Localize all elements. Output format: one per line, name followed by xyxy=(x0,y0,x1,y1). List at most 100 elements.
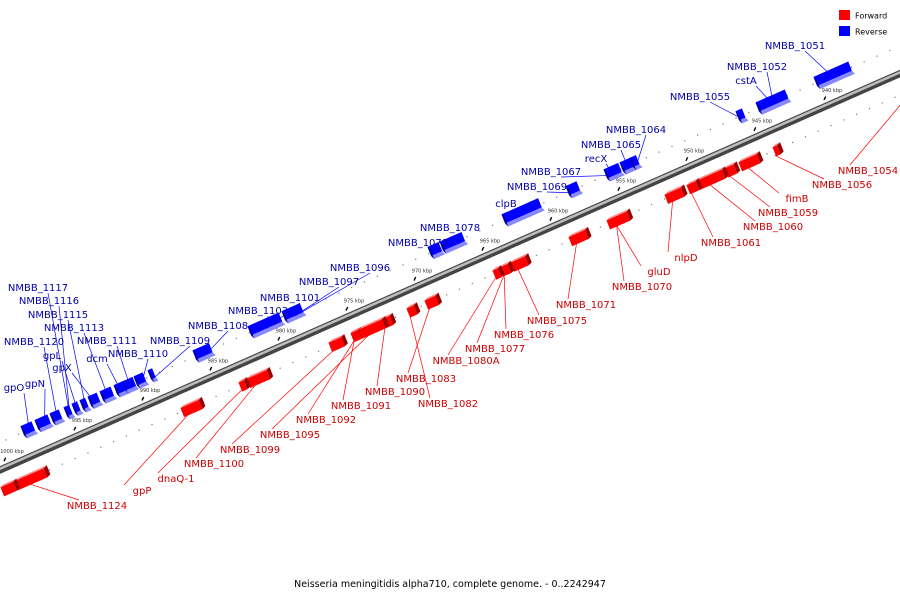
forward-gene-22-body xyxy=(14,468,48,491)
reverse-gene-15 xyxy=(133,372,150,389)
track-dot xyxy=(817,130,819,132)
reverse-gene-label: NMBB_1069 xyxy=(507,182,567,193)
reverse-gene-7-bevel xyxy=(569,190,584,199)
forward-gene-17-end xyxy=(382,316,389,329)
track-dot xyxy=(856,113,858,115)
forward-gene-4-bevel xyxy=(724,161,737,169)
track-dot xyxy=(804,136,807,138)
reverse-gene-9-body xyxy=(439,231,466,251)
track-dot xyxy=(317,350,320,352)
tick-mark xyxy=(345,306,349,311)
forward-leader-line xyxy=(709,183,756,222)
forward-gene-5-bevel xyxy=(696,166,726,181)
gene-labels: NMBB_1051 NMBB_1052 cstA NMBB_1055 NMBB_1064… xyxy=(4,41,898,512)
track-dot xyxy=(228,390,230,392)
forward-gene-21 xyxy=(180,396,206,418)
reverse-gene-8-body xyxy=(501,198,542,224)
track-dot xyxy=(440,247,442,249)
forward-gene-label: NMBB_1100 xyxy=(184,459,244,470)
reverse-gene-25-bevel xyxy=(24,430,39,439)
tick-label: 955 kbp xyxy=(616,179,636,185)
forward-gene-15-end xyxy=(389,312,397,326)
forward-leader-line xyxy=(407,307,431,374)
forward-gene-21-body xyxy=(180,399,203,418)
reverse-gene-20 xyxy=(79,397,92,413)
reverse-gene-13 xyxy=(192,343,216,363)
forward-gene-label: NMBB_1071 xyxy=(556,300,616,311)
reverse-gene-18 xyxy=(99,386,118,404)
forward-gene-16-bevel xyxy=(350,326,361,334)
reverse-gene-21-end xyxy=(71,403,79,416)
forward-gene-label: gluD xyxy=(647,267,670,278)
forward-gene-22 xyxy=(14,465,51,491)
reverse-gene-23-bevel xyxy=(53,418,66,426)
forward-gene-10-bevel xyxy=(510,253,529,263)
track-dot xyxy=(112,440,115,443)
forward-leader-line xyxy=(28,483,80,501)
reverse-gene-label: NMBB_1117 xyxy=(8,283,68,294)
forward-gene-20-body xyxy=(238,380,248,392)
forward-gene-6-bevel xyxy=(686,178,699,186)
reverse-gene-12-end xyxy=(247,326,255,339)
forward-gene-8-body xyxy=(606,211,631,230)
forward-gene-9-bevel xyxy=(568,226,588,238)
track-dot xyxy=(863,61,865,63)
reverse-gene-8-bevel xyxy=(505,207,545,227)
track-dot xyxy=(235,337,237,339)
forward-leader-line xyxy=(728,175,771,208)
forward-gene-label: NMBB_1060 xyxy=(743,222,803,233)
tick-label: 975 kbp xyxy=(344,298,364,304)
forward-leader-line xyxy=(616,225,625,282)
forward-gene-label: fimB xyxy=(786,194,809,205)
reverse-gene-4-body xyxy=(603,162,622,179)
track-dot xyxy=(735,117,737,119)
track-dot xyxy=(48,469,51,471)
track-dot xyxy=(427,253,430,255)
reverse-gene-9-bevel xyxy=(443,241,469,254)
reverse-gene-label: NMBB_1097 xyxy=(299,277,359,288)
track-dot xyxy=(581,185,583,187)
track-dot xyxy=(876,55,878,57)
forward-leader-line xyxy=(409,315,431,399)
track-dot xyxy=(594,179,596,181)
reverse-gene-14-end xyxy=(147,370,155,383)
reverse-gene-2-end xyxy=(755,102,763,115)
forward-gene-21-bevel xyxy=(180,396,202,408)
track-dot xyxy=(830,124,832,127)
forward-gene-7-body xyxy=(664,187,685,204)
forward-gene-label: NMBB_1083 xyxy=(396,374,456,385)
reverse-leader-line xyxy=(560,174,615,178)
forward-gene-8-end xyxy=(626,208,634,221)
forward-gene-label: NMBB_1056 xyxy=(812,180,872,191)
forward-gene-10-end xyxy=(525,253,532,266)
forward-leader-line xyxy=(503,274,507,330)
forward-gene-4-end xyxy=(733,161,741,174)
tick-label: 980 kbp xyxy=(276,328,296,334)
track-dot xyxy=(799,89,801,91)
reverse-gene-label: NMBB_1115 xyxy=(28,310,88,321)
forward-gene-8 xyxy=(606,208,634,230)
forward-leader-line xyxy=(747,167,780,194)
reverse-gene-label: recX xyxy=(585,154,608,165)
reverse-gene-11-bevel xyxy=(285,312,307,324)
track-dot xyxy=(658,151,660,153)
forward-gene-23 xyxy=(0,478,20,497)
tick-mark xyxy=(3,457,7,462)
reverse-gene-label: NMBB_1052 xyxy=(727,62,787,73)
track-dot xyxy=(61,463,63,465)
reverse-gene-12-bevel xyxy=(251,321,286,339)
tick-label: 960 kbp xyxy=(548,208,568,214)
tick-label: 970 kbp xyxy=(412,268,432,274)
reverse-gene-22-end xyxy=(63,407,71,420)
reverse-gene-label: NMBB_1067 xyxy=(521,167,581,178)
reverse-gene-21-body xyxy=(71,401,81,413)
tick-mark xyxy=(617,186,621,192)
reverse-gene-12 xyxy=(247,312,286,339)
reverse-gene-1 xyxy=(813,61,855,90)
forward-gene-label: gpP xyxy=(133,486,152,497)
track-dot xyxy=(556,196,558,198)
forward-gene-label: NMBB_1124 xyxy=(67,501,127,512)
track-dot xyxy=(850,66,852,69)
track-dot xyxy=(671,145,673,148)
